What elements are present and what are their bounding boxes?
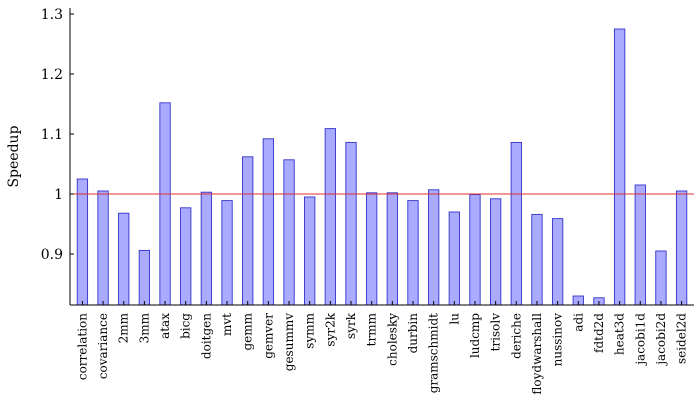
x-tick-label: adi [571, 313, 585, 332]
x-tick-label: lu [447, 313, 461, 325]
x-tick-label: floydwarshall [530, 313, 544, 395]
x-tick-label: atax [158, 313, 172, 339]
x-tick-label: mvt [220, 313, 234, 336]
bar-deriche [510, 141, 522, 306]
bar-jacobi2d [655, 250, 667, 306]
x-tick-layer: correlation covariance 2mm 3mm atax bicg doitg… [75, 301, 689, 395]
y-tick-label: 1.2 [41, 67, 63, 83]
bar-gesummv [283, 159, 295, 306]
x-tick-label: doitgen [199, 313, 213, 359]
x-tick-label: durbin [406, 313, 420, 354]
bar-mvt [221, 200, 233, 306]
x-tick-label: jacobi1d [633, 313, 647, 367]
bar-doitgen [200, 191, 213, 306]
x-tick-label: deriche [509, 313, 523, 359]
x-tick-label: gesummv [282, 313, 296, 371]
x-tick-label: ludcmp [468, 313, 482, 358]
bar-nussinov [551, 218, 564, 306]
x-tick-label: nussinov [551, 313, 565, 367]
x-tick-label: seidel2d [675, 313, 689, 364]
y-tick-label: 1.1 [41, 127, 63, 143]
bar-gemm [242, 156, 254, 306]
bar-2mm [118, 212, 130, 306]
bar-atax [159, 102, 171, 306]
y-axis-label: Speedup [6, 125, 22, 187]
x-tick-label: heat3d [613, 313, 627, 355]
bar-gemver [262, 138, 275, 306]
x-tick-label: trisolv [489, 313, 503, 352]
bars-layer [76, 28, 688, 306]
bar-bicg [180, 207, 192, 306]
bar-gramschmidt [428, 189, 440, 306]
bar-syrk [345, 141, 357, 306]
y-tick-label: 1.3 [41, 7, 63, 23]
bar-ludcmp [469, 194, 481, 306]
x-tick-label: 3mm [137, 312, 151, 343]
y-tick-label: 0.9 [41, 247, 63, 263]
x-tick-label: gramschmidt [427, 313, 441, 393]
x-tick-label: fdtd2d [592, 313, 606, 353]
bar-cholesky [386, 192, 398, 306]
y-tick-label: 1 [54, 187, 63, 203]
bar-syr2k [324, 128, 336, 306]
bar-trmm [366, 192, 378, 306]
x-tick-label: trmm [365, 312, 379, 346]
x-tick-label: syrk [344, 312, 358, 339]
bar-symm [304, 196, 316, 306]
y-tick-layer: 0.9 1 1.1 1.2 1.3 [41, 7, 74, 263]
x-tick-label: jacobi2d [654, 313, 668, 367]
bar-3mm [138, 249, 151, 306]
x-tick-label: syr2k [323, 312, 337, 346]
bar-lu [448, 211, 460, 306]
x-tick-label: cholesky [385, 313, 399, 366]
bar-durbin [407, 200, 419, 306]
x-tick-label: covariance [96, 313, 110, 379]
axes-layer [69, 8, 694, 306]
x-tick-label: gemm [241, 312, 255, 350]
bar-floydwarshall [531, 213, 543, 306]
bar-jacobi1d [634, 184, 646, 306]
x-tick-label: symm [303, 312, 317, 348]
x-tick-label: correlation [75, 313, 89, 380]
bar-covariance [97, 190, 109, 306]
bar-seidel2d [675, 190, 688, 306]
x-tick-label: 2mm [117, 312, 131, 343]
x-tick-label: gemver [261, 313, 275, 359]
bar-heat3d [613, 28, 626, 306]
bar-correlation [76, 178, 89, 306]
x-tick-label: bicg [179, 313, 193, 339]
bar-trisolv [489, 198, 502, 306]
